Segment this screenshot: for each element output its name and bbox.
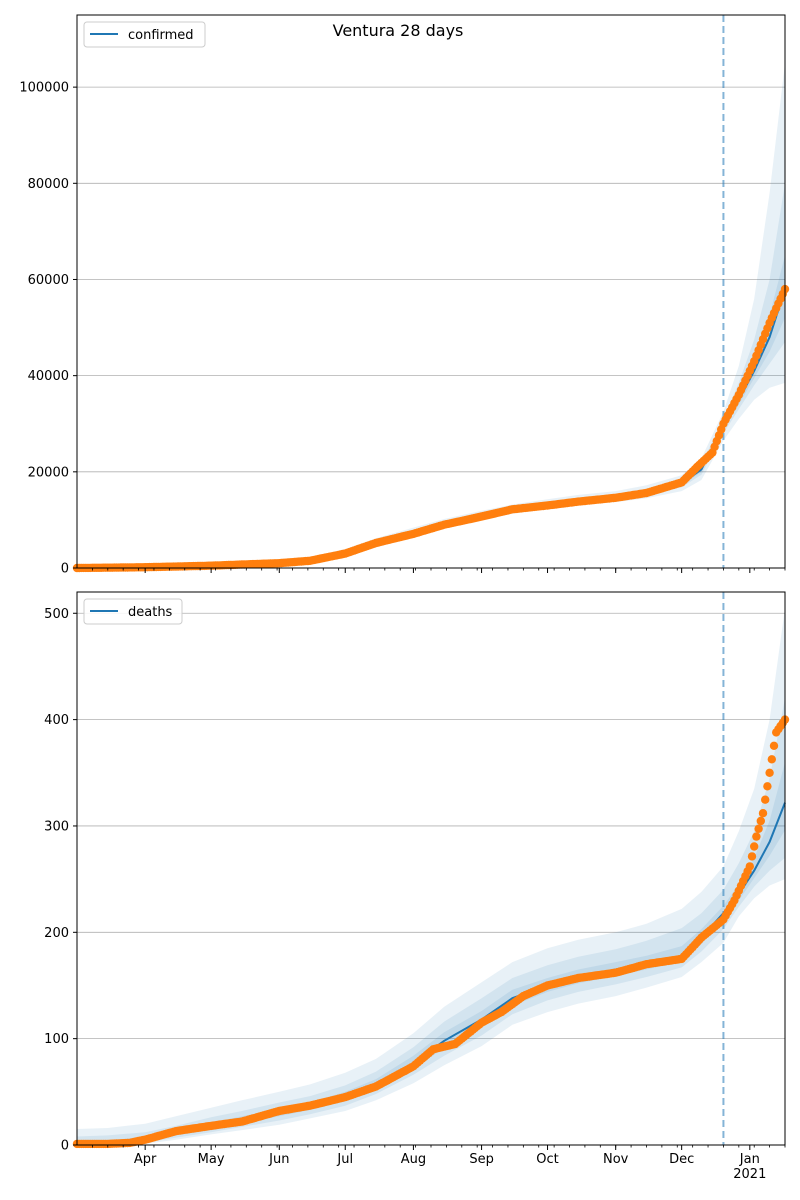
deaths-ytick-label: 200 <box>44 926 69 941</box>
deaths-legend-label: deaths <box>128 605 173 620</box>
confirmed-ytick-label: 20000 <box>28 465 69 480</box>
xtick-label-jun: Jun <box>268 1152 289 1167</box>
deaths-ytick-label: 400 <box>44 713 69 728</box>
xtick-label-jan: Jan <box>739 1152 760 1167</box>
deaths-observed-point <box>767 755 776 764</box>
confirmed-ytick-label: 60000 <box>28 273 69 288</box>
deaths-ytick-label: 300 <box>44 819 69 834</box>
deaths-observed-point <box>756 816 765 826</box>
xtick-label-dec: Dec <box>669 1152 694 1167</box>
confirmed-band-1 <box>77 63 785 568</box>
confirmed-panel: 0 20000 40000 60000 80000 100000 confirmed <box>19 14 790 577</box>
deaths-observed-point <box>747 852 757 861</box>
deaths-legend-box <box>83 598 183 625</box>
deaths-observed-point <box>763 782 772 791</box>
deaths-confidence-bands <box>77 608 785 1145</box>
deaths-band-3 <box>77 762 785 1145</box>
confirmed-y-axis: 0 20000 40000 60000 80000 100000 <box>19 81 77 577</box>
xtick-label-oct: Oct <box>536 1152 558 1167</box>
deaths-legend: deaths <box>83 598 183 625</box>
confirmed-ytick-label: 80000 <box>28 177 69 192</box>
deaths-observed-point <box>754 824 763 833</box>
xtick-label-apr: Apr <box>134 1152 157 1167</box>
deaths-observed-point <box>765 768 774 777</box>
xtick-label-may: May <box>198 1152 225 1167</box>
deaths-observed-point <box>769 741 779 750</box>
xtick-year-label: 2021 <box>733 1167 766 1182</box>
deaths-observed-points <box>72 715 790 1149</box>
deaths-observed-point <box>761 795 770 804</box>
confirmed-legend-label: confirmed <box>128 28 194 43</box>
deaths-y-axis: 0 100 200 300 400 500 <box>44 607 77 1154</box>
deaths-observed-point <box>758 809 768 818</box>
confirmed-legend: confirmed <box>83 21 206 48</box>
deaths-ytick-label: 0 <box>61 1139 69 1154</box>
confirmed-ytick-label: 0 <box>61 562 69 577</box>
deaths-ytick-label: 100 <box>44 1032 69 1047</box>
confirmed-ytick-label: 100000 <box>19 81 69 96</box>
deaths-gridlines <box>77 612 785 1040</box>
deaths-observed-point <box>750 842 759 851</box>
deaths-observed-point <box>752 832 761 841</box>
xtick-label-aug: Aug <box>401 1152 426 1167</box>
deaths-band-1 <box>77 608 785 1145</box>
confirmed-gridlines <box>77 86 785 473</box>
confirmed-x-axis <box>91 568 786 573</box>
confirmed-confidence-bands <box>77 63 785 569</box>
confirmed-ytick-label: 40000 <box>28 369 69 384</box>
xtick-label-sep: Sep <box>469 1152 494 1167</box>
confirmed-band-3 <box>77 255 785 568</box>
confirmed-legend-box <box>83 21 206 48</box>
chart-title: Ventura 28 days <box>333 21 464 40</box>
xtick-label-nov: Nov <box>603 1152 629 1167</box>
xtick-label-jul: Jul <box>336 1152 353 1167</box>
deaths-ytick-label: 500 <box>44 607 69 622</box>
deaths-observed-point <box>745 862 754 871</box>
deaths-panel: 0 100 200 300 400 500 Apr May Jun Jul Aug Sep Oct No… <box>44 591 790 1182</box>
confirmed-observed-points <box>72 284 790 573</box>
